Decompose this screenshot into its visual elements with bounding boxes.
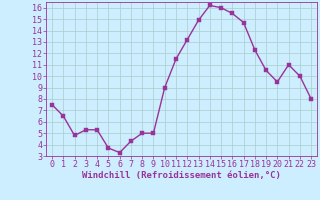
X-axis label: Windchill (Refroidissement éolien,°C): Windchill (Refroidissement éolien,°C): [82, 171, 281, 180]
